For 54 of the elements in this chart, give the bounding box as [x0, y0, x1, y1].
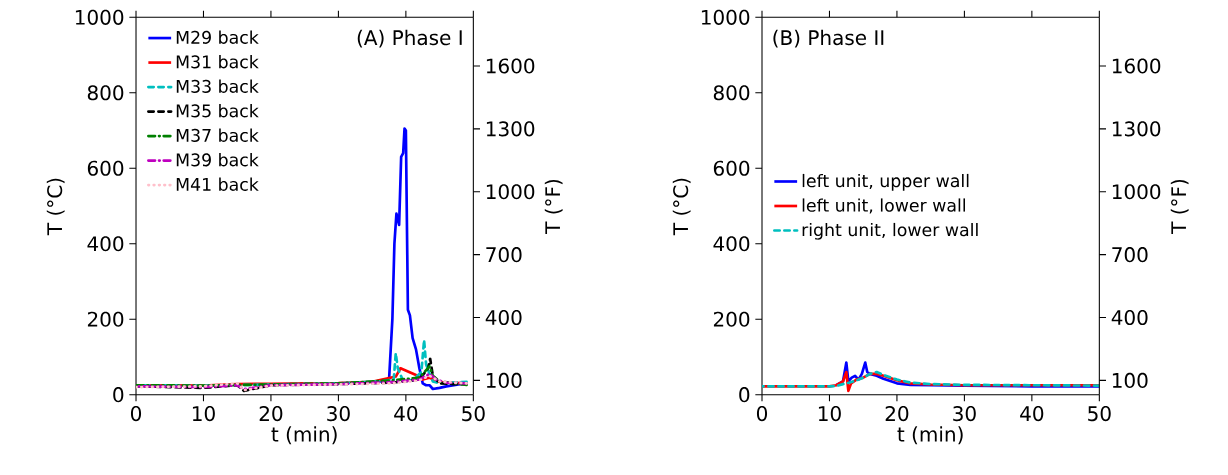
y2-tick-label: 1600	[486, 58, 535, 74]
x-tick-label: 40	[394, 406, 418, 422]
annotation: (B) Phase II	[773, 29, 884, 48]
y-tick-label: 400	[713, 236, 750, 252]
x-axis-title: t (min)	[271, 426, 337, 445]
x-tick-label: 30	[327, 406, 350, 422]
x-tick-label: 50	[1088, 406, 1111, 422]
y2-tick-label: 1000	[486, 184, 535, 200]
y2-tick-label: 700	[486, 247, 522, 263]
y-tick-label: 1000	[701, 9, 750, 26]
y-tick-label: 0	[739, 387, 750, 403]
x-tick-label: 0	[130, 406, 142, 422]
y2-tick-label: 400	[1111, 310, 1148, 326]
y-tick-label: 200	[713, 311, 750, 327]
legend-label: right unit, lower wall	[802, 223, 978, 240]
x-tick-label: 50	[462, 406, 485, 422]
y2-tick-label: 100	[486, 373, 522, 389]
x-tick-label: 30	[953, 406, 976, 422]
y2-tick-label: 700	[1112, 247, 1148, 263]
y-tick-label: 200	[87, 311, 124, 327]
y2-axis-title: T (°F)	[1170, 180, 1189, 235]
y2-axis-title: T (°F)	[544, 180, 563, 235]
y2-tick-label: 1600	[1112, 58, 1161, 74]
y2-tick-label: 100	[1112, 373, 1148, 389]
y-tick-label: 800	[87, 85, 124, 101]
legend-label: M29 back	[176, 30, 259, 45]
x-tick-label: 0	[756, 406, 768, 422]
y2-tick-label: 1300	[486, 121, 535, 137]
x-tick-label: 10	[818, 406, 841, 422]
y-tick-label: 600	[713, 160, 750, 177]
y-tick-label: 400	[87, 236, 124, 252]
y-tick-label: 600	[87, 160, 124, 177]
y2-tick-label: 1300	[1112, 121, 1161, 137]
x-tick-label: 10	[192, 406, 215, 422]
x-tick-label: 20	[885, 406, 909, 422]
x-tick-label: 20	[259, 406, 283, 422]
legend-label: M41 back	[176, 177, 259, 192]
legend-label: M33 back	[176, 79, 259, 94]
y-axis-title: T (°C)	[672, 178, 691, 236]
y2-tick-label: 1000	[1112, 184, 1161, 200]
legend-label: M31 back	[176, 55, 259, 69]
y2-tick-label: 400	[485, 310, 522, 326]
legend-label: left unit, lower wall	[802, 198, 966, 214]
legend-label: M35 back	[176, 104, 259, 118]
y-tick-label: 800	[713, 85, 750, 101]
legend-label: left unit, upper wall	[802, 174, 969, 191]
annotation: (A) Phase I	[357, 29, 462, 48]
x-axis-title: t (min)	[897, 426, 963, 445]
y-tick-label: 0	[113, 387, 124, 403]
y-axis-title: T (°C)	[46, 178, 65, 236]
x-tick-label: 40	[1020, 406, 1044, 422]
legend-label: M39 back	[176, 153, 259, 167]
y-tick-label: 1000	[75, 9, 124, 26]
legend-label: M37 back	[176, 128, 259, 143]
